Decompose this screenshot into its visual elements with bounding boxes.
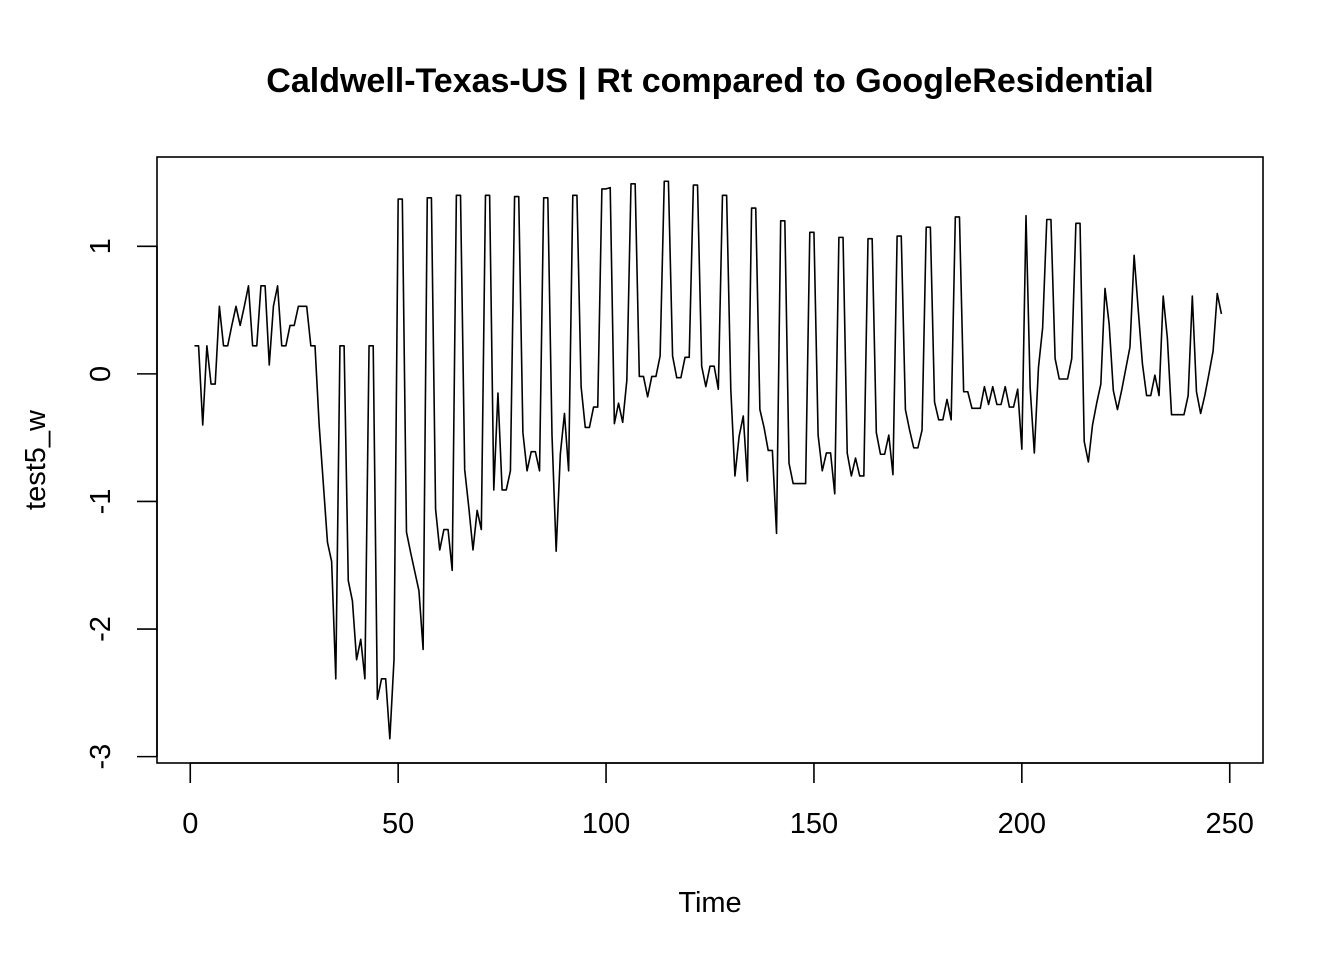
y-axis-label: test5_w	[20, 409, 52, 510]
x-axis: 0 50 100 150 200 250	[182, 762, 1254, 840]
y-tick-label: -2	[85, 616, 117, 642]
x-tick-label: 200	[998, 808, 1046, 840]
x-tick-label: 100	[582, 808, 630, 840]
plot-frame	[156, 156, 1264, 764]
x-tick-label: 0	[182, 808, 198, 840]
y-tick-label: -1	[85, 489, 117, 515]
y-axis: -3 -2 -1 0 1	[85, 238, 158, 770]
x-tick-label: 50	[382, 808, 414, 840]
x-axis-label: Time	[678, 887, 741, 919]
x-tick-label: 250	[1206, 808, 1254, 840]
y-tick-label: 0	[85, 366, 117, 382]
series-line	[194, 180, 1223, 740]
y-tick-label: -3	[85, 744, 117, 770]
x-tick-label: 150	[790, 808, 838, 840]
y-tick-label: 1	[85, 238, 117, 254]
chart-title: Caldwell-Texas-US | Rt compared to Googl…	[266, 62, 1153, 100]
